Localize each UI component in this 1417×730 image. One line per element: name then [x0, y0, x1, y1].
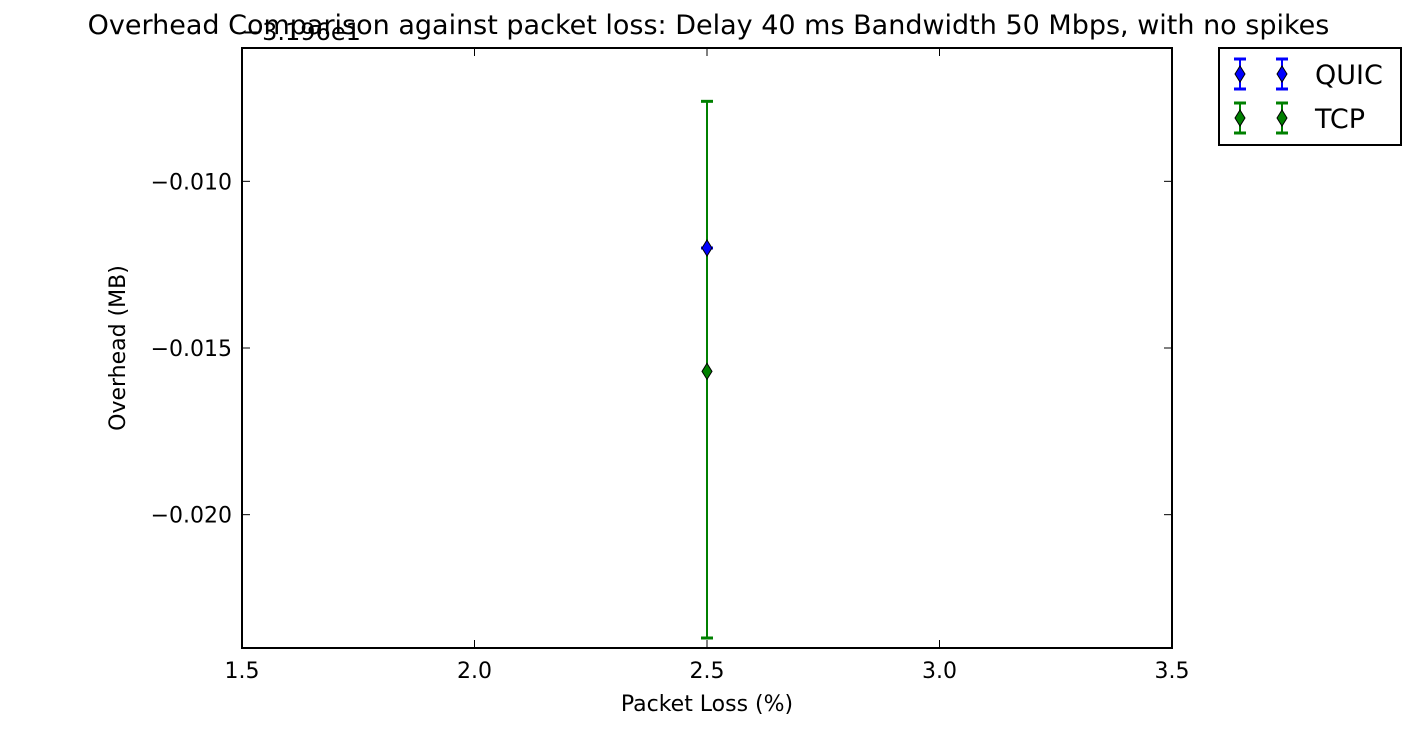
- legend: QUIC TCP: [1218, 47, 1402, 146]
- legend-entry-quic: QUIC: [1234, 57, 1383, 91]
- y-offset-label: −3.196e1: [242, 18, 361, 46]
- legend-marker: [1276, 65, 1288, 83]
- x-tick-label: 3.0: [922, 659, 957, 684]
- series-quic: [701, 239, 713, 257]
- y-tick-label: −0.020: [151, 504, 232, 529]
- legend-label: TCP: [1314, 104, 1365, 135]
- x-tick-label: 3.5: [1155, 659, 1190, 684]
- y-tick-label: −0.015: [151, 337, 232, 362]
- legend-marker: [1234, 109, 1246, 127]
- x-tick-label: 2.5: [690, 659, 725, 684]
- axis-ticks: 1.5 2.0 2.5 3.0 3.5 −0.010 −0.015 −0.020: [151, 48, 1190, 684]
- legend-marker: [1234, 65, 1246, 83]
- y-tick-label: −0.010: [151, 170, 232, 195]
- x-tick-label: 1.5: [225, 659, 260, 684]
- x-axis-label: Packet Loss (%): [621, 692, 793, 717]
- legend-entry-tcp: TCP: [1234, 101, 1365, 135]
- data-point: [701, 362, 713, 381]
- x-tick-label: 2.0: [457, 659, 492, 684]
- data-point: [701, 239, 713, 257]
- legend-box: [1218, 47, 1402, 146]
- data-series: [701, 99, 713, 640]
- series-tcp: [701, 99, 713, 640]
- chart-title: Overhead Comparison against packet loss:…: [87, 10, 1330, 41]
- legend-label: QUIC: [1315, 60, 1383, 91]
- legend-marker: [1276, 109, 1288, 127]
- y-axis-label: Overhead (MB): [106, 265, 131, 431]
